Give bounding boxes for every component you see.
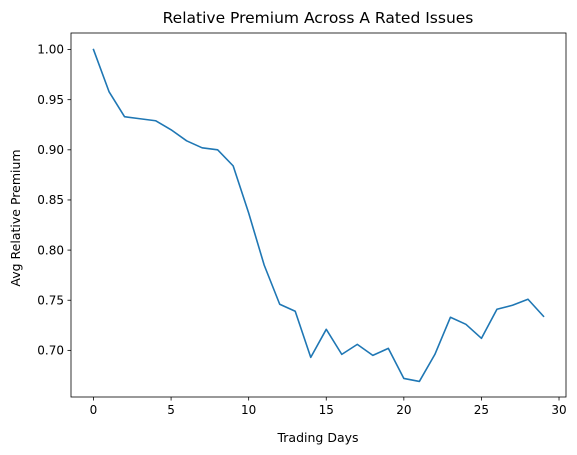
x-tick-label: 25 [474, 403, 489, 417]
y-tick-label: 0.85 [37, 193, 64, 207]
y-axis-label: Avg Relative Premium [8, 149, 23, 286]
x-tick-label: 15 [319, 403, 334, 417]
y-tick-label: 0.90 [37, 143, 64, 157]
series-lines [92, 48, 545, 383]
y-tick-label: 0.75 [37, 293, 64, 307]
ticks: 0 5 10 15 20 25 30 0.70 0.75 0.80 0.85 0.90 0.95 1.00 [37, 43, 566, 417]
y-tick-label: 0.80 [37, 243, 64, 257]
x-tick-label: 10 [241, 403, 256, 417]
y-tick-label: 1.00 [37, 43, 64, 57]
chart-title: Relative Premium Across A Rated Issues [163, 9, 474, 27]
x-tick-label: 0 [90, 403, 98, 417]
y-tick-label: 0.70 [37, 344, 64, 358]
x-tick-label: 20 [396, 403, 411, 417]
y-tick-label: 0.95 [37, 93, 64, 107]
axes-frame [70, 32, 567, 398]
x-tick-label: 30 [551, 403, 566, 417]
x-tick-label: 5 [167, 403, 175, 417]
x-axis-label: Trading Days [276, 430, 358, 445]
series-line [92, 48, 545, 383]
plot-area: 0 5 10 15 20 25 30 0.70 0.75 0.80 0.85 0.90 0.95 1.00 [37, 32, 567, 417]
